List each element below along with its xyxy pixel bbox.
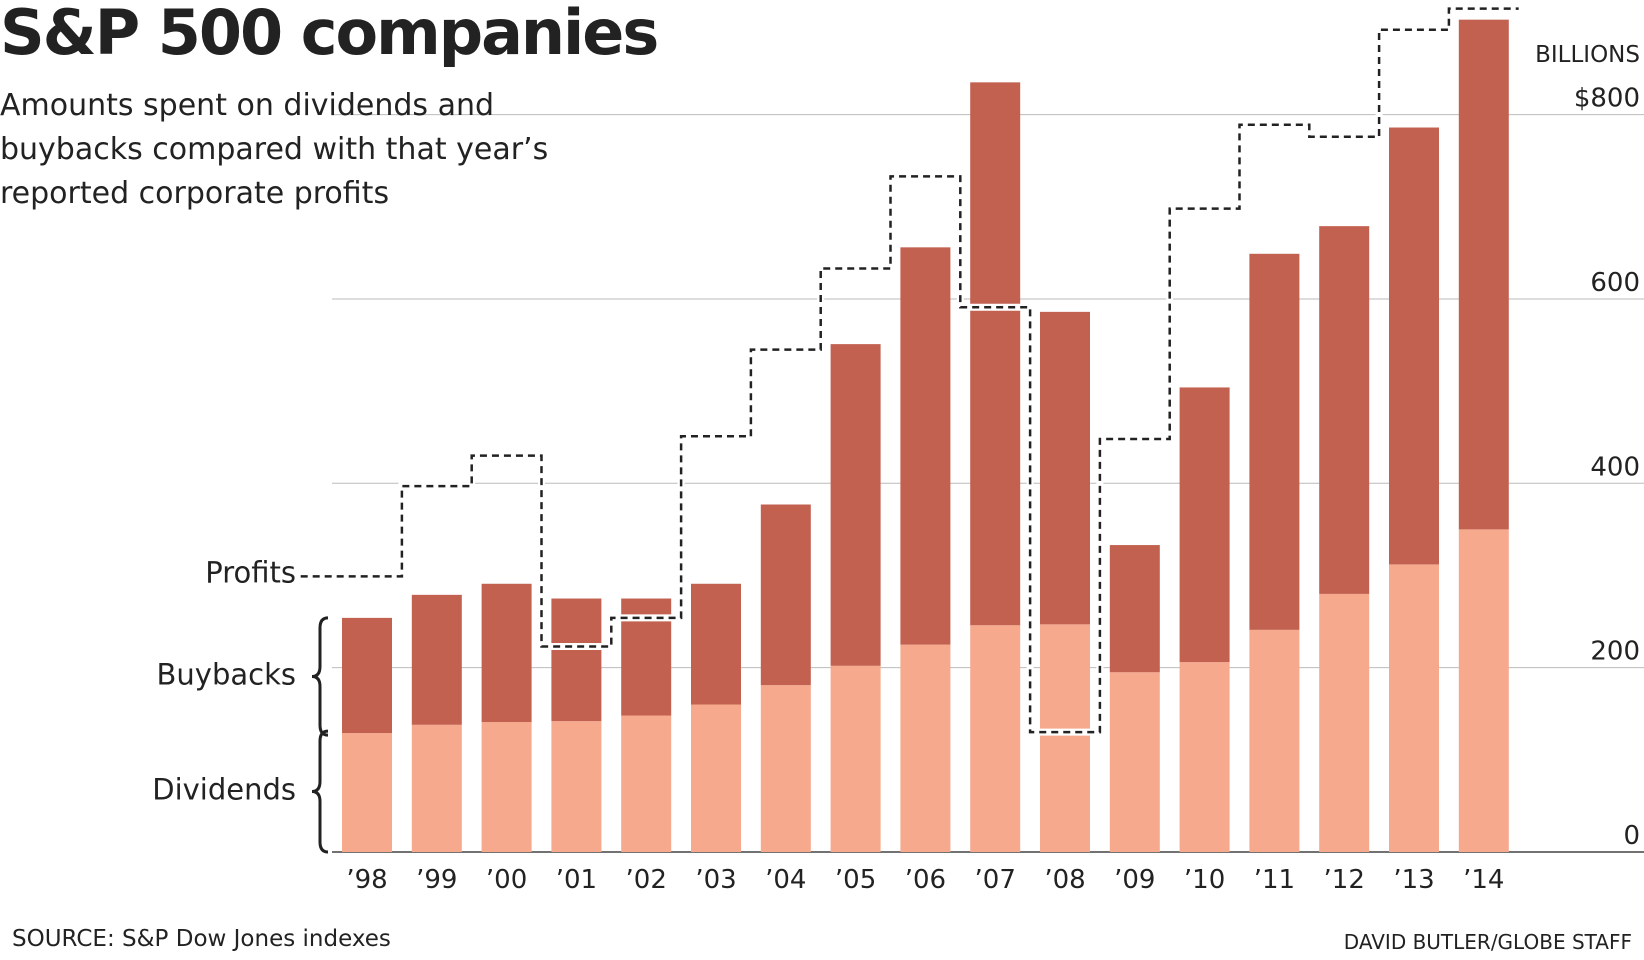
dividend-bar bbox=[1389, 564, 1439, 852]
dividends-brace bbox=[311, 729, 329, 854]
x-tick-label: ’13 bbox=[1393, 865, 1434, 895]
x-tick-label: ’09 bbox=[1114, 865, 1155, 895]
y-tick-label: 200 bbox=[1590, 637, 1640, 667]
y-tick-label: 600 bbox=[1590, 268, 1640, 298]
dividend-bar bbox=[342, 733, 392, 852]
buyback-bar bbox=[1040, 311, 1090, 625]
chart-subtitle: Amounts spent on dividends and buybacks … bbox=[0, 88, 549, 211]
buyback-bar bbox=[1249, 253, 1300, 630]
dividend-bar bbox=[551, 721, 602, 852]
x-tick-label: ’98 bbox=[346, 865, 387, 895]
dividend-bar bbox=[970, 625, 1021, 852]
dividend-bar bbox=[411, 724, 462, 852]
buyback-bar bbox=[970, 82, 1021, 626]
x-tick-label: ’02 bbox=[626, 865, 667, 895]
buyback-bar bbox=[1319, 226, 1370, 594]
buyback-bar bbox=[830, 344, 881, 666]
dividend-bar bbox=[1040, 624, 1090, 852]
y-axis-label: BILLIONS bbox=[1535, 42, 1640, 68]
x-tick-label: ’14 bbox=[1463, 865, 1504, 895]
x-tick-label: ’10 bbox=[1184, 865, 1225, 895]
x-tick-label: ’01 bbox=[556, 865, 597, 895]
x-tick-label: ’11 bbox=[1254, 865, 1295, 895]
buybacks-legend: Buybacks bbox=[157, 657, 296, 691]
chart-title: S&P 500 companies bbox=[0, 0, 659, 69]
dividend-bar bbox=[1109, 672, 1160, 852]
buyback-bar bbox=[342, 617, 392, 734]
buyback-bar bbox=[411, 594, 462, 725]
dividend-bar bbox=[1179, 662, 1230, 852]
dividend-bar bbox=[1249, 629, 1300, 852]
dividend-bar bbox=[691, 704, 741, 852]
buybacks-brace bbox=[311, 616, 329, 737]
y-tick-label: 0 bbox=[1623, 821, 1640, 851]
dividend-bar bbox=[900, 644, 951, 852]
dividends-legend: Dividends bbox=[152, 773, 296, 807]
x-tick-label: ’99 bbox=[416, 865, 457, 895]
buyback-bar bbox=[691, 583, 741, 705]
source: SOURCE: S&P Dow Jones indexes bbox=[12, 926, 391, 952]
x-tick-label: ’00 bbox=[486, 865, 527, 895]
buyback-bar bbox=[760, 504, 811, 686]
buyback-bar bbox=[1458, 19, 1509, 530]
legend-profits: Profits bbox=[205, 555, 296, 589]
y-tick-label: 400 bbox=[1590, 452, 1640, 482]
y-tick-label: $800 bbox=[1574, 84, 1640, 114]
x-tick-label: ’08 bbox=[1044, 865, 1085, 895]
x-tick-label: ’06 bbox=[905, 865, 946, 895]
dividend-bar bbox=[830, 665, 881, 852]
x-tick-label: ’05 bbox=[835, 865, 876, 895]
buyback-bar bbox=[1109, 545, 1160, 673]
credit: DAVID BUTLER/GLOBE STAFF bbox=[1343, 930, 1632, 954]
dividend-bar bbox=[481, 722, 532, 852]
x-tick-label: ’04 bbox=[765, 865, 806, 895]
dividend-bar bbox=[760, 685, 811, 852]
buyback-bar bbox=[481, 583, 532, 723]
profits-line bbox=[300, 7, 1519, 734]
x-tick-label: ’12 bbox=[1324, 865, 1365, 895]
dividend-bar bbox=[621, 715, 672, 852]
dividend-bar bbox=[1458, 529, 1509, 852]
buyback-bar bbox=[551, 598, 602, 722]
buyback-bar bbox=[900, 247, 951, 645]
dividend-bar bbox=[1319, 593, 1370, 852]
x-tick-label: ’07 bbox=[975, 865, 1016, 895]
x-tick-label: ’03 bbox=[695, 865, 736, 895]
buyback-bar bbox=[1389, 127, 1439, 565]
buyback-bar bbox=[1179, 387, 1230, 663]
